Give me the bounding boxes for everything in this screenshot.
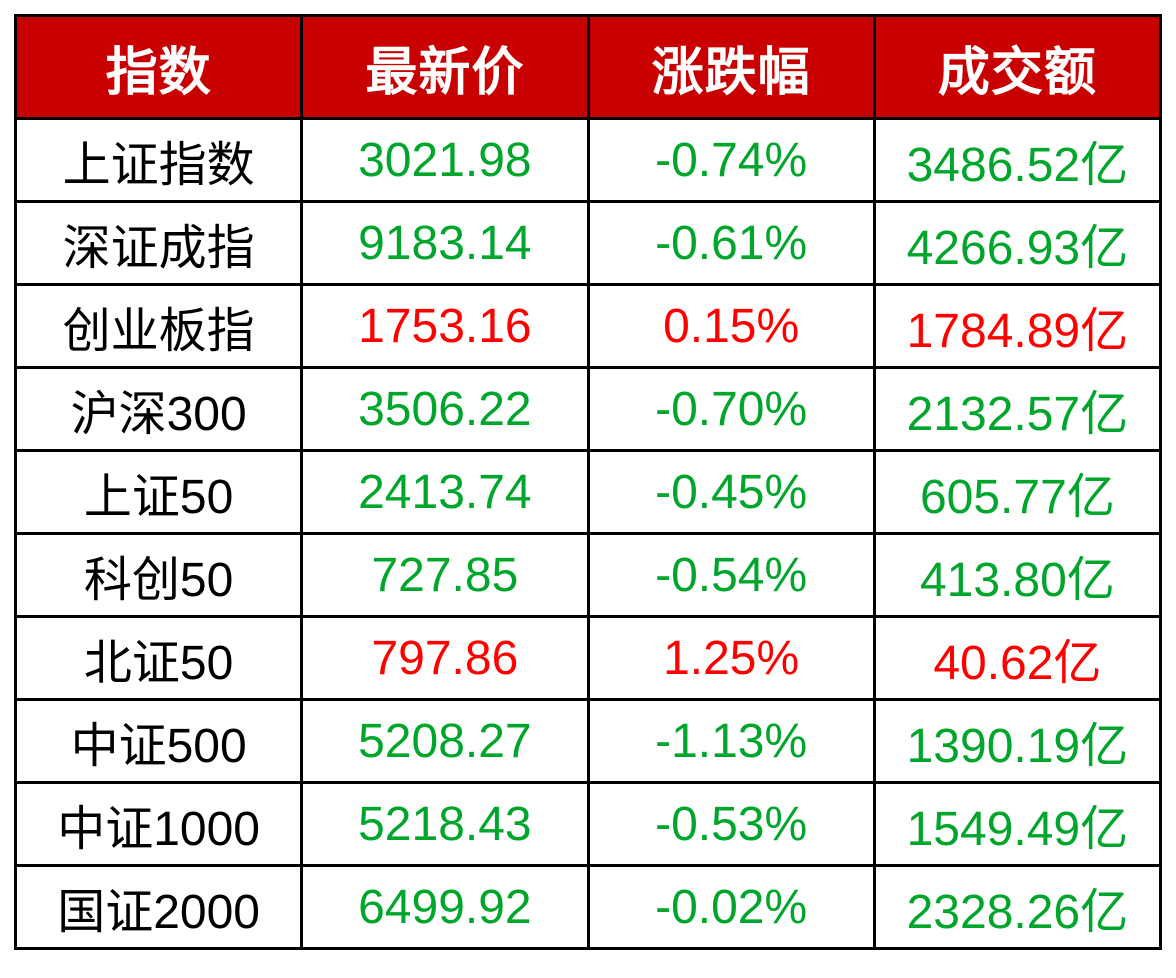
- index-name-cell: 深证成指: [13, 200, 304, 286]
- price-cell: 9183.14: [300, 200, 590, 286]
- turnover-cell: 413.80亿: [872, 532, 1163, 618]
- turnover-cell: 2328.26亿: [872, 864, 1163, 950]
- table-body: 上证指数 3021.98 -0.74% 3486.52亿 深证成指 9183.1…: [13, 117, 1163, 950]
- turnover-cell: 1549.49亿: [872, 781, 1163, 867]
- header-cell-index: 指数: [13, 14, 304, 120]
- price-cell: 3021.98: [300, 117, 590, 203]
- header-cell-turnover: 成交额: [872, 14, 1163, 120]
- turnover-cell: 2132.57亿: [872, 366, 1163, 452]
- turnover-cell: 1784.89亿: [872, 283, 1163, 369]
- change-cell: 1.25%: [586, 615, 876, 701]
- table-row: 科创50 727.85 -0.54% 413.80亿: [13, 532, 1163, 618]
- index-name-cell: 中证1000: [13, 781, 304, 867]
- table-row: 深证成指 9183.14 -0.61% 4266.93亿: [13, 200, 1163, 286]
- change-cell: -1.13%: [586, 698, 876, 784]
- change-cell: -0.54%: [586, 532, 876, 618]
- price-cell: 727.85: [300, 532, 590, 618]
- table-row: 国证2000 6499.92 -0.02% 2328.26亿: [13, 864, 1163, 950]
- table-header: 指数 最新价 涨跌幅 成交额: [13, 14, 1163, 120]
- change-cell: -0.70%: [586, 366, 876, 452]
- header-cell-price: 最新价: [300, 14, 590, 120]
- header-row: 指数 最新价 涨跌幅 成交额: [13, 14, 1163, 120]
- change-cell: -0.61%: [586, 200, 876, 286]
- change-cell: -0.45%: [586, 449, 876, 535]
- turnover-cell: 40.62亿: [872, 615, 1163, 701]
- turnover-cell: 605.77亿: [872, 449, 1163, 535]
- index-name-cell: 国证2000: [13, 864, 304, 950]
- turnover-cell: 1390.19亿: [872, 698, 1163, 784]
- header-cell-change: 涨跌幅: [586, 14, 876, 120]
- index-name-cell: 北证50: [13, 615, 304, 701]
- price-cell: 5208.27: [300, 698, 590, 784]
- table-row: 创业板指 1753.16 0.15% 1784.89亿: [13, 283, 1163, 369]
- table-row: 中证500 5208.27 -1.13% 1390.19亿: [13, 698, 1163, 784]
- index-market-table: 指数 最新价 涨跌幅 成交额 上证指数 3021.98 -0.74% 3486.…: [13, 14, 1163, 950]
- index-name-cell: 科创50: [13, 532, 304, 618]
- table-row: 沪深300 3506.22 -0.70% 2132.57亿: [13, 366, 1163, 452]
- turnover-cell: 4266.93亿: [872, 200, 1163, 286]
- index-name-cell: 上证指数: [13, 117, 304, 203]
- price-cell: 2413.74: [300, 449, 590, 535]
- change-cell: -0.53%: [586, 781, 876, 867]
- index-name-cell: 创业板指: [13, 283, 304, 369]
- index-name-cell: 沪深300: [13, 366, 304, 452]
- table-row: 上证指数 3021.98 -0.74% 3486.52亿: [13, 117, 1163, 203]
- price-cell: 1753.16: [300, 283, 590, 369]
- index-name-cell: 中证500: [13, 698, 304, 784]
- price-cell: 5218.43: [300, 781, 590, 867]
- change-cell: -0.02%: [586, 864, 876, 950]
- price-cell: 797.86: [300, 615, 590, 701]
- turnover-cell: 3486.52亿: [872, 117, 1163, 203]
- change-cell: 0.15%: [586, 283, 876, 369]
- table-row: 中证1000 5218.43 -0.53% 1549.49亿: [13, 781, 1163, 867]
- table-row: 上证50 2413.74 -0.45% 605.77亿: [13, 449, 1163, 535]
- change-cell: -0.74%: [586, 117, 876, 203]
- price-cell: 3506.22: [300, 366, 590, 452]
- price-cell: 6499.92: [300, 864, 590, 950]
- table-row: 北证50 797.86 1.25% 40.62亿: [13, 615, 1163, 701]
- index-name-cell: 上证50: [13, 449, 304, 535]
